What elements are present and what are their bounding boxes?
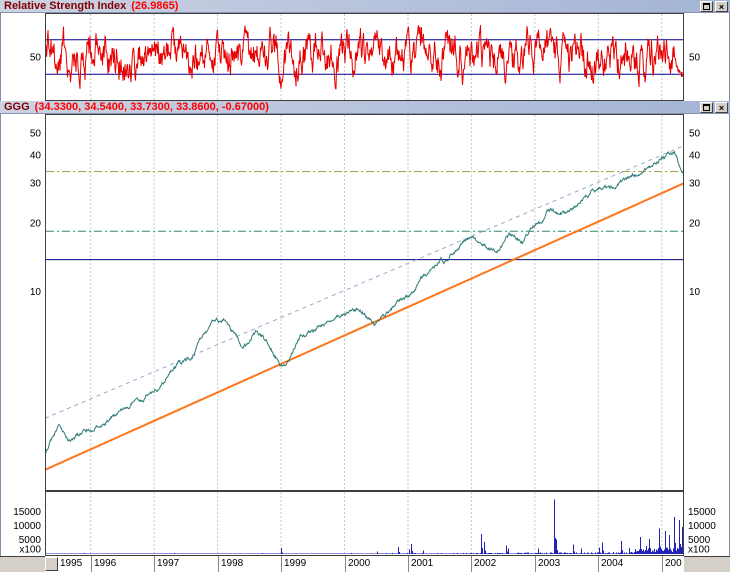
price-value: (34.3300, 34.5400, 33.7300, 33.8600, -0.… (34, 101, 269, 113)
time-axis-right-corner (684, 556, 730, 572)
year-tick (345, 556, 346, 572)
price-maximize-button[interactable] (700, 102, 713, 113)
rsi-plot[interactable]: 50 50 (0, 13, 730, 101)
year-label: 2000 (348, 558, 371, 569)
pane-frame (45, 13, 684, 101)
axis-label: 15000 (13, 507, 41, 518)
year-tick (662, 556, 663, 572)
rsi-close-button[interactable]: × (715, 1, 728, 12)
axis-label: 10 (30, 287, 42, 298)
axis-label: 50 (689, 53, 701, 64)
price-titlebar-buttons: × (700, 102, 728, 113)
price-line (45, 150, 684, 453)
pane-frame (45, 491, 684, 556)
year-tick (218, 556, 219, 572)
time-axis-scroll-button[interactable] (45, 557, 58, 571)
year-tick (598, 556, 599, 572)
year-label: 1995 (60, 558, 83, 569)
rsi-titlebar[interactable]: Relative Strength Index (26.9865) × (0, 0, 730, 13)
rsi-line (45, 25, 684, 90)
axis-label: 20 (30, 219, 42, 230)
axis-label: 40 (689, 151, 701, 162)
pane-frame (45, 114, 684, 491)
rsi-titlebar-buttons: × (700, 1, 728, 12)
axis-label: 15000 (688, 507, 716, 518)
volume-multiplier-label: x100 (688, 545, 710, 556)
support-trendline (44, 182, 685, 471)
axis-label: 30 (30, 179, 42, 190)
rsi-title: Relative Strength Index (4, 0, 127, 12)
year-tick (281, 556, 282, 572)
channel-trendline (44, 145, 685, 419)
year-tick (535, 556, 536, 572)
axis-label: 10 (689, 287, 701, 298)
rsi-value: (26.9865) (131, 0, 179, 12)
axis-label: 40 (30, 151, 42, 162)
year-label: 2003 (538, 558, 561, 569)
close-icon: × (718, 1, 725, 12)
price-titlebar[interactable]: GGG (34.3300, 34.5400, 33.7300, 33.8600,… (0, 101, 730, 114)
year-label: 2002 (474, 558, 497, 569)
axis-label: 50 (30, 53, 42, 64)
year-label: 1997 (157, 558, 180, 569)
close-icon: × (718, 102, 725, 113)
price-title: GGG (4, 101, 30, 113)
price-plot[interactable]: 50 50 40 40 30 30 20 20 10 10 (0, 114, 730, 491)
volume-multiplier-label: x100 (19, 545, 41, 556)
rsi-maximize-button[interactable] (700, 1, 713, 12)
year-label: 2004 (601, 558, 624, 569)
axis-label: 30 (689, 179, 701, 190)
year-label: 1998 (221, 558, 244, 569)
maximize-icon (703, 3, 710, 10)
volume-bars (46, 499, 684, 555)
axis-label: 5000 (19, 535, 42, 546)
maximize-icon (703, 104, 710, 111)
year-label: 1999 (284, 558, 307, 569)
time-axis: 1995 1996 1997 1998 1999 2000 2001 2002 2003 2004… (0, 556, 730, 572)
year-tick (471, 556, 472, 572)
axis-label: 50 (30, 129, 42, 140)
year-tick (91, 556, 92, 572)
axis-label: 10000 (13, 521, 41, 532)
price-close-button[interactable]: × (715, 102, 728, 113)
axis-label: 10000 (688, 521, 716, 532)
axis-label: 20 (689, 219, 701, 230)
axis-label: 5000 (688, 535, 711, 546)
year-label: 1996 (94, 558, 117, 569)
axis-label: 50 (689, 129, 701, 140)
year-label: 200 (665, 558, 682, 569)
time-axis-left-corner (0, 556, 45, 572)
year-tick (408, 556, 409, 572)
year-tick (154, 556, 155, 572)
year-label: 2001 (411, 558, 434, 569)
